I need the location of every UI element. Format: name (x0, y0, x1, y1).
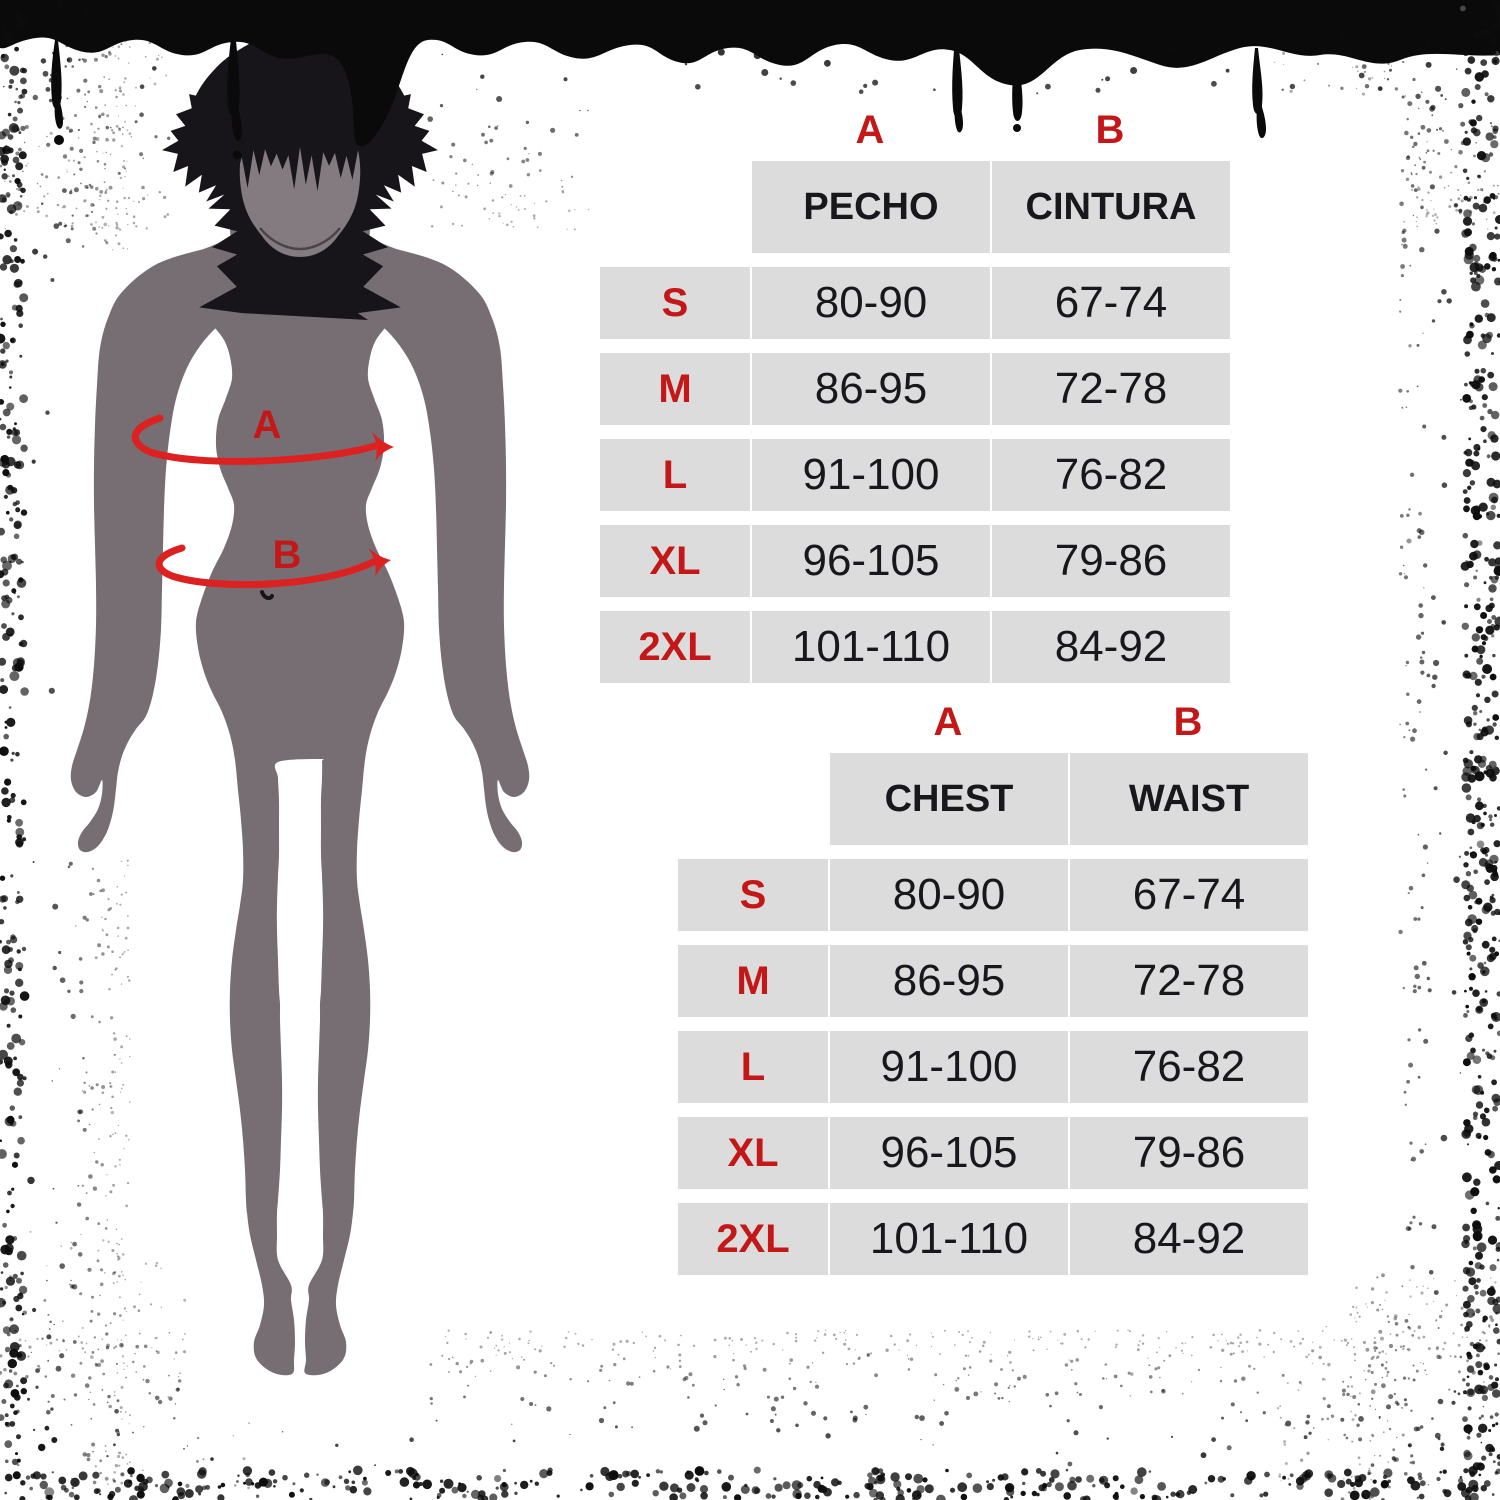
svg-text:A: A (253, 403, 282, 447)
svg-text:B: B (273, 533, 302, 577)
